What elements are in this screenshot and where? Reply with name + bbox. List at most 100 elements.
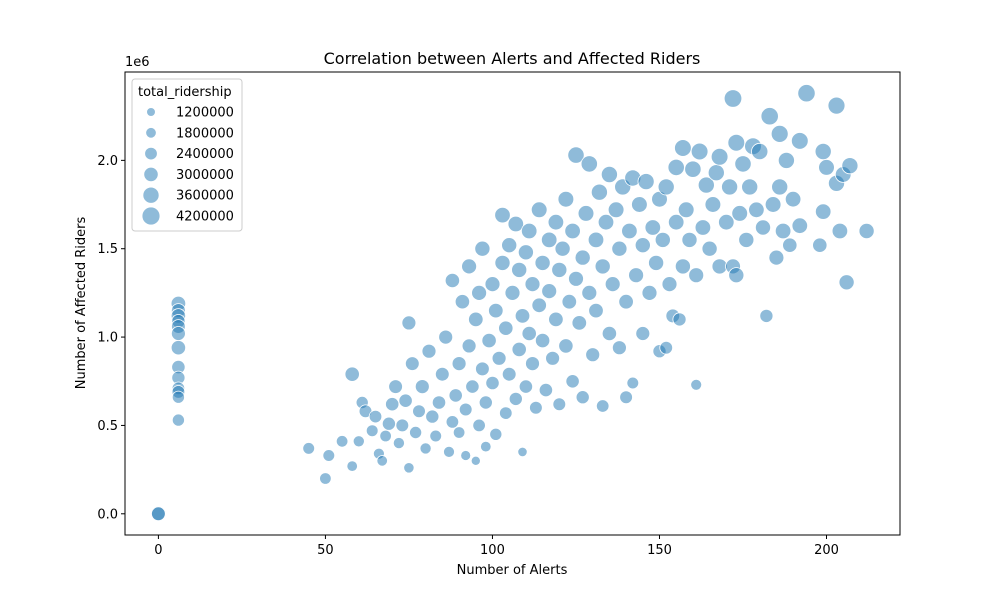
data-point (475, 361, 490, 377)
data-point (607, 201, 625, 219)
data-point (434, 366, 450, 382)
data-point (425, 409, 440, 424)
data-point (461, 258, 478, 275)
data-point (403, 462, 415, 474)
data-point (587, 231, 605, 249)
data-point (554, 240, 571, 257)
data-point (568, 270, 584, 287)
data-point (170, 326, 186, 341)
data-point (677, 201, 695, 219)
data-point (611, 240, 628, 257)
data-point (468, 311, 484, 328)
data-point (412, 404, 426, 419)
data-point (458, 402, 473, 417)
data-point (511, 261, 528, 278)
data-point (508, 391, 523, 406)
data-point (585, 347, 601, 363)
data-point (507, 215, 525, 233)
data-point (600, 165, 618, 183)
data-point (471, 284, 488, 301)
data-point (438, 329, 454, 345)
data-point (525, 356, 540, 372)
legend-marker (145, 127, 157, 139)
data-point (524, 276, 541, 293)
data-point (472, 418, 486, 433)
data-point (814, 142, 832, 160)
data-point (654, 231, 671, 248)
data-point (618, 294, 634, 310)
legend-label: 3000000 (176, 168, 234, 183)
data-point (498, 320, 514, 336)
y-axis-label: Number of Affected Riders (74, 217, 89, 390)
chart-title: Correlation between Alerts and Affected … (324, 49, 701, 68)
data-point (365, 424, 379, 438)
data-point (688, 267, 705, 284)
data-point (404, 356, 420, 371)
legend-title: total_ridership (138, 85, 232, 100)
data-point (376, 455, 388, 467)
data-point (547, 213, 565, 231)
data-point (575, 390, 590, 405)
data-point (322, 449, 336, 462)
data-point (628, 267, 644, 284)
data-point (346, 460, 358, 472)
data-point (401, 315, 417, 331)
data-point (741, 178, 759, 196)
data-point (534, 332, 551, 349)
data-point (385, 397, 400, 412)
data-point (521, 222, 538, 240)
data-point (504, 284, 521, 301)
data-point (489, 427, 503, 441)
data-point (567, 146, 585, 164)
data-point (755, 219, 772, 236)
data-point (648, 254, 665, 271)
data-point (541, 283, 558, 300)
data-point (672, 312, 687, 327)
data-point (577, 205, 595, 222)
data-point (335, 435, 349, 448)
points-layer (150, 84, 875, 522)
data-point (581, 284, 598, 301)
data-point (454, 294, 470, 310)
data-point (171, 413, 185, 427)
data-point (151, 506, 166, 522)
data-point (514, 308, 531, 324)
data-point (392, 437, 405, 450)
data-point (770, 124, 789, 143)
data-point (557, 190, 575, 208)
x-tick-label: 100 (480, 543, 505, 558)
data-point (170, 340, 186, 356)
data-point (777, 151, 795, 169)
data-point (470, 455, 481, 466)
data-point (409, 425, 423, 439)
data-point (590, 183, 608, 201)
data-point (564, 222, 581, 240)
data-point (541, 231, 558, 249)
data-point (419, 442, 432, 455)
data-point (444, 272, 460, 289)
data-point (759, 308, 774, 323)
data-point (552, 397, 567, 412)
data-point (481, 332, 497, 349)
data-point (601, 325, 618, 342)
data-point (494, 206, 511, 224)
y-tick-label: 0.5 (97, 419, 118, 434)
legend-label: 3600000 (176, 189, 234, 204)
data-point (727, 133, 746, 152)
data-point (594, 258, 611, 275)
y-tick-label: 1.0 (97, 331, 118, 346)
data-point (612, 340, 627, 356)
x-tick-label: 50 (317, 543, 334, 558)
data-point (710, 148, 729, 166)
data-point (461, 338, 477, 354)
data-point (494, 254, 511, 271)
data-point (667, 158, 685, 176)
data-point (635, 326, 651, 341)
x-axis: 0 50 100 150 200 (154, 535, 839, 558)
data-point (764, 196, 782, 213)
data-point (474, 240, 491, 257)
data-point (748, 201, 765, 219)
data-point (517, 446, 528, 457)
data-point (565, 374, 580, 389)
